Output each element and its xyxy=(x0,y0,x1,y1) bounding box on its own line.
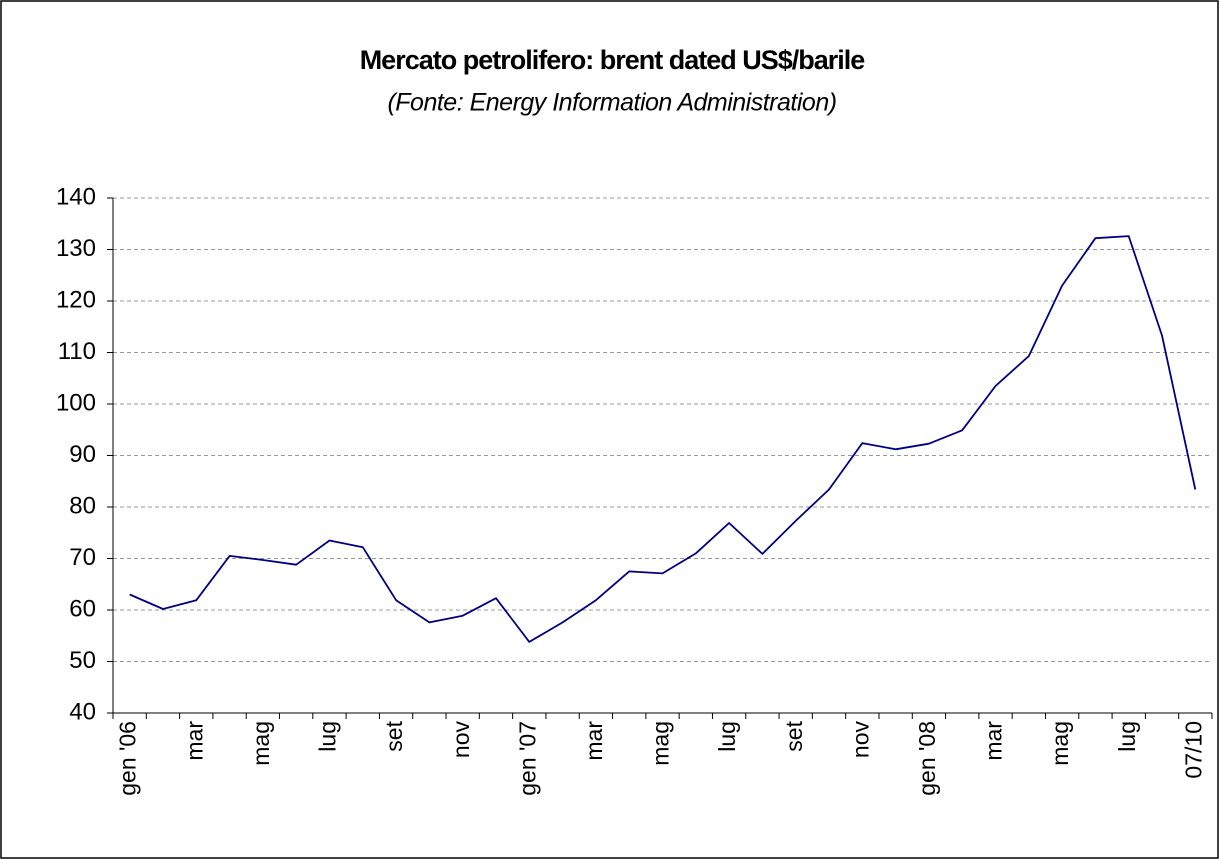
x-tick-label: lug xyxy=(714,721,740,752)
x-tick-label: nov xyxy=(448,721,474,759)
y-tick-label: 60 xyxy=(69,595,96,622)
y-tick-label: 70 xyxy=(69,544,96,571)
x-tick-label: gen '06 xyxy=(115,721,141,796)
x-tick-label: gen '08 xyxy=(914,721,940,796)
y-tick-label: 90 xyxy=(69,441,96,468)
y-tick-label: 80 xyxy=(69,492,96,519)
x-tick-label: mar xyxy=(181,721,207,761)
data-line xyxy=(129,235,1197,643)
y-tick-label: 130 xyxy=(56,235,96,262)
x-tick-label: nov xyxy=(847,721,873,759)
y-tick-label: 110 xyxy=(58,338,96,365)
x-tick-label: set xyxy=(381,720,407,751)
x-tick-label: lug xyxy=(315,721,341,752)
x-tick-label: gen '07 xyxy=(514,721,540,796)
y-tick-label: 40 xyxy=(69,698,96,725)
y-tick-label: 140 xyxy=(56,183,96,210)
x-tick-label: mar xyxy=(981,721,1007,761)
y-tick-label: 120 xyxy=(56,286,96,313)
x-tick-label: lug xyxy=(1114,721,1140,752)
x-tick-label: mag xyxy=(248,721,274,766)
y-tick-label: 100 xyxy=(56,389,96,416)
x-tick-label: 07/10 xyxy=(1180,721,1206,779)
x-tick-label: mag xyxy=(1047,721,1073,766)
x-tick-label: mag xyxy=(648,721,674,766)
x-tick-label: mar xyxy=(581,721,607,761)
chart-title: Mercato petrolifero: brent dated US$/bar… xyxy=(360,45,866,75)
x-tick-label: set xyxy=(781,720,807,751)
y-tick-label: 50 xyxy=(69,647,96,674)
chart-subtitle: (Fonte: Energy Information Administratio… xyxy=(387,89,836,117)
